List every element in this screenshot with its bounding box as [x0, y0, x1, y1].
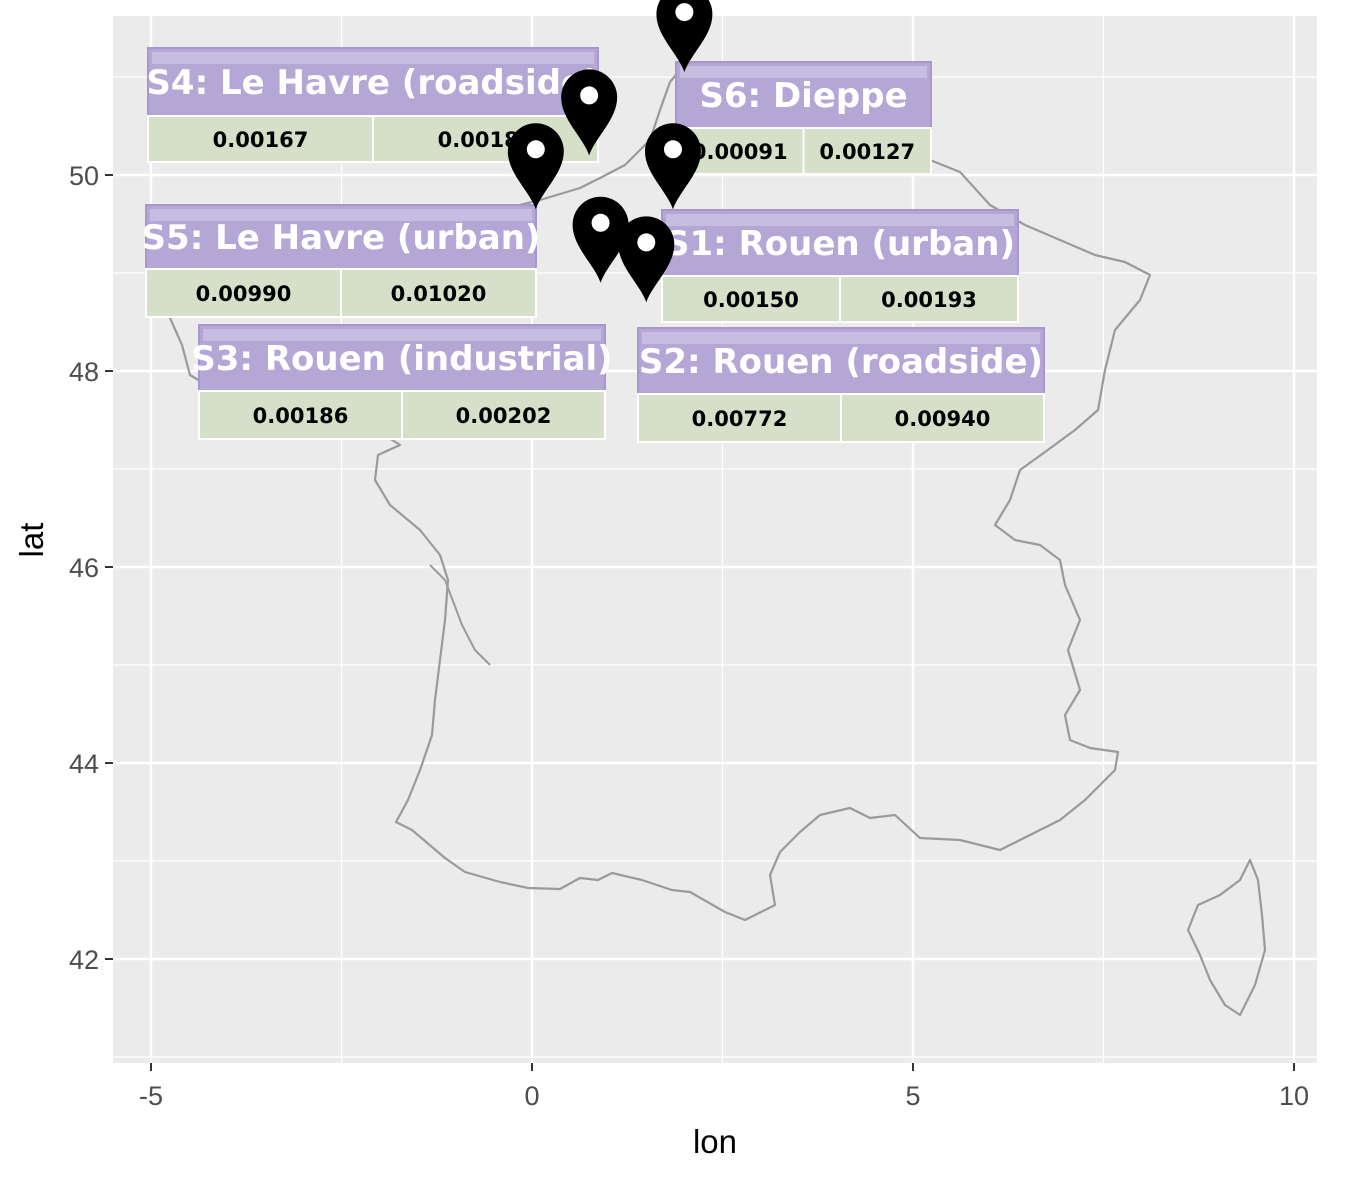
map-pin-icon[interactable]: [561, 69, 618, 156]
label-title-bar: [675, 61, 932, 129]
y-tick-label: 46: [69, 553, 99, 583]
value-1: 0.00167: [213, 128, 309, 152]
station-label-s5: S5: Le Havre (urban) 0.00990 0.01020: [142, 204, 541, 318]
map-pin-icon[interactable]: [644, 123, 701, 210]
station-labels: S4: Le Havre (roadside)0.00167 0.00182S6:…: [142, 47, 1045, 443]
value-2: 0.01020: [391, 282, 487, 306]
map-pin-icon[interactable]: [656, 0, 713, 73]
corsica-outline: [1186, 858, 1267, 1017]
value-cell: [340, 268, 537, 318]
station-label-s6: S6: Dieppe 0.00091 0.00127: [675, 61, 932, 175]
value-cell: [147, 115, 374, 163]
station-label-s4: S4: Le Havre (roadside)0.00167 0.00182: [146, 47, 600, 163]
x-axis-title: lon: [693, 1123, 737, 1160]
value-2: 0.00193: [881, 288, 977, 312]
y-tick-label: 42: [69, 945, 99, 975]
x-tick-label: 0: [524, 1081, 539, 1111]
map-pin-icon[interactable]: [572, 196, 629, 283]
value-2: 0.00127: [819, 140, 915, 164]
map-pin-icon[interactable]: [507, 123, 564, 210]
plot-panel: [113, 16, 1317, 1063]
label-title: S3: Rouen (industrial): [191, 339, 612, 379]
axis-ticks: -5 0 5 10 42 44 46 48 50: [69, 161, 1309, 1111]
x-tick-label: 5: [905, 1081, 920, 1111]
y-tick-label: 44: [69, 749, 99, 779]
y-tick-label: 50: [69, 161, 99, 191]
x-tick-label: -5: [139, 1081, 163, 1111]
value-cell: [802, 127, 932, 175]
value-1: 0.00091: [692, 140, 788, 164]
value-cell: [637, 393, 842, 443]
location-markers: [507, 0, 713, 303]
station-label-s3: S3: Rouen (industrial) 0.00186 0.00202: [191, 324, 613, 440]
label-title: S5: Le Havre (urban): [142, 218, 541, 258]
gironde-estuary: [429, 564, 491, 666]
label-title: S1: Rouen (urban): [665, 224, 1015, 264]
station-label-s1: S1: Rouen (urban) 0.00150 0.00193: [661, 209, 1019, 323]
label-title-bar: [637, 327, 1045, 395]
map-pin-icon[interactable]: [618, 216, 675, 303]
label-title-bar: [198, 324, 606, 392]
value-1: 0.00990: [196, 282, 292, 306]
value-1: 0.00772: [692, 407, 788, 431]
x-tick-label: 10: [1279, 1081, 1309, 1111]
value-1: 0.00186: [253, 404, 349, 428]
label-title-bar: [147, 47, 599, 117]
value-cell: [839, 275, 1019, 323]
value-1: 0.00150: [703, 288, 799, 312]
value-2: 0.00940: [895, 407, 991, 431]
value-2: 0.00202: [456, 404, 552, 428]
value-cell: [840, 393, 1045, 443]
label-title: S6: Dieppe: [699, 76, 907, 116]
y-axis-title: lat: [13, 523, 50, 558]
label-title: S2: Rouen (roadside): [639, 342, 1043, 382]
value-cell: [145, 268, 342, 318]
value-cell: [401, 390, 606, 440]
station-label-s2: S2: Rouen (roadside) 0.00772 0.00940: [637, 327, 1045, 443]
y-tick-label: 48: [69, 357, 99, 387]
label-title: S4: Le Havre (roadside): [146, 63, 599, 103]
